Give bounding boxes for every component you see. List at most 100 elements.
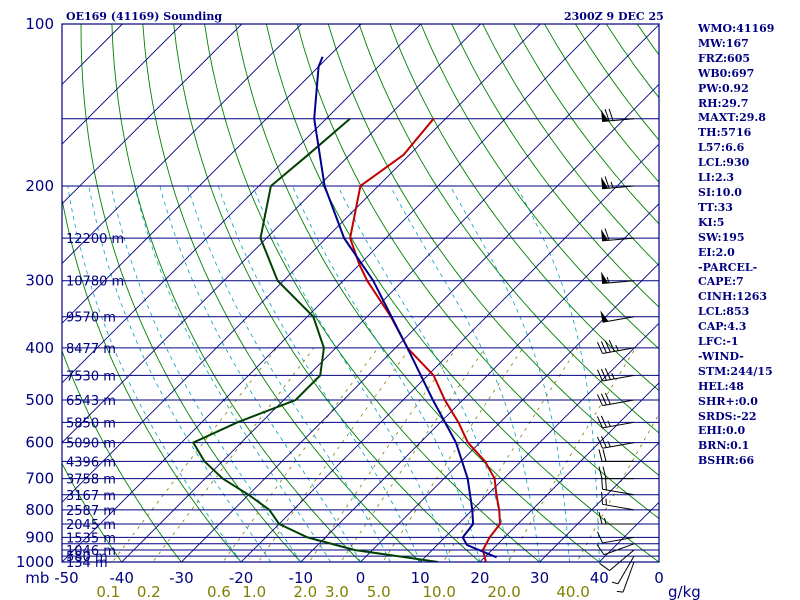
index-entry: L57:6.6 bbox=[698, 141, 745, 155]
dry-adiabat bbox=[62, 462, 123, 562]
barb-flag bbox=[596, 394, 603, 406]
temperature-line bbox=[349, 118, 502, 562]
height-label: 12200 m bbox=[66, 232, 124, 247]
barb-pennant bbox=[601, 176, 609, 189]
barb-staff bbox=[602, 488, 635, 496]
dry-adiabat bbox=[296, 24, 659, 520]
index-entry: LCL:853 bbox=[698, 305, 750, 319]
wind-barb bbox=[596, 531, 635, 544]
isotherm bbox=[479, 382, 659, 562]
barb-flag bbox=[596, 436, 603, 449]
barb-flag bbox=[602, 466, 607, 479]
index-entry: KI:5 bbox=[698, 215, 725, 229]
dry-adiabat bbox=[142, 24, 421, 562]
barb-staff bbox=[602, 536, 635, 544]
barb-staff bbox=[602, 503, 635, 511]
moist-adiabat bbox=[187, 185, 391, 562]
wind-barb bbox=[611, 555, 635, 585]
barb-half-flag bbox=[611, 581, 619, 585]
isotherm bbox=[62, 24, 303, 265]
index-entry: CAPE:7 bbox=[698, 275, 744, 289]
dry-adiabat bbox=[173, 24, 481, 562]
index-entry: CINH:1263 bbox=[698, 290, 768, 304]
barb-staff bbox=[602, 185, 635, 190]
index-entry: EHI:0.0 bbox=[698, 424, 746, 438]
plot-frame bbox=[61, 23, 660, 563]
dry-adiabat bbox=[265, 24, 659, 562]
isotherm bbox=[300, 203, 659, 562]
height-label: 5090 m bbox=[66, 437, 116, 452]
wind-barb bbox=[596, 339, 635, 354]
mixing-ratio-label: 0.6 bbox=[207, 583, 231, 600]
pressure-tick-label: 200 bbox=[25, 177, 54, 195]
barb-staff bbox=[617, 555, 635, 585]
barb-staff bbox=[602, 399, 635, 407]
index-entry: STM:244/15 bbox=[698, 364, 773, 378]
pressure-tick-label: 600 bbox=[25, 434, 54, 452]
barb-flag bbox=[608, 108, 614, 121]
wind-barb bbox=[596, 392, 635, 407]
barb-staff bbox=[602, 237, 635, 242]
temperature-tick-label: 0 bbox=[356, 569, 366, 587]
moist-adiabat bbox=[67, 185, 242, 562]
barb-half-flag bbox=[615, 344, 619, 351]
mixing-ratio-label: 1.0 bbox=[242, 583, 266, 600]
height-label: 134 m bbox=[66, 556, 108, 571]
barb-flag bbox=[604, 228, 610, 241]
barb-staff bbox=[609, 549, 635, 571]
barb-pennant bbox=[601, 228, 609, 241]
moist-adiabat bbox=[516, 185, 600, 562]
isotherm bbox=[538, 441, 659, 562]
wind-barb bbox=[598, 511, 634, 525]
height-label: 4396 m bbox=[66, 455, 116, 470]
dry-adiabat bbox=[80, 24, 302, 562]
wind-barb bbox=[596, 543, 635, 556]
index-entry: TH:5716 bbox=[698, 126, 752, 140]
height-label: 5850 m bbox=[66, 416, 116, 431]
barb-staff bbox=[602, 118, 635, 123]
index-entry: LFC:-1 bbox=[698, 335, 739, 349]
barb-flag bbox=[600, 368, 607, 381]
wind-barb bbox=[601, 176, 635, 190]
index-entry: SRDS:-22 bbox=[698, 409, 757, 423]
mixing-ratio-label: 5.0 bbox=[367, 583, 391, 600]
barb-flag bbox=[604, 340, 611, 353]
barb-flag bbox=[598, 511, 603, 525]
moist-adiabat bbox=[389, 185, 540, 562]
wind-barb bbox=[601, 491, 635, 511]
pressure-tick-label: 800 bbox=[25, 501, 54, 519]
index-entry: SHR+:0.0 bbox=[698, 394, 758, 408]
index-entry: BRN:0.1 bbox=[698, 439, 750, 453]
mixing-ratio-line bbox=[308, 347, 457, 562]
pressure-tick-label: 400 bbox=[25, 339, 54, 357]
barb-staff bbox=[602, 442, 635, 449]
barb-flag bbox=[596, 531, 603, 544]
temperature-tick-label: -40 bbox=[109, 569, 134, 587]
mixing-ratio-label: 0.1 bbox=[96, 583, 120, 600]
dry-adiabat bbox=[451, 24, 659, 308]
isotherm bbox=[62, 24, 422, 384]
barb-half-flag bbox=[611, 373, 615, 380]
pressure-tick-label: 100 bbox=[25, 15, 54, 33]
pressure-tick-label: 700 bbox=[25, 470, 54, 488]
barb-pennant bbox=[601, 109, 609, 122]
isotherm bbox=[180, 83, 659, 562]
barb-flag bbox=[596, 341, 603, 354]
height-label: 1535 m bbox=[66, 531, 116, 546]
index-entry: -PARCEL- bbox=[698, 260, 758, 274]
dry-adiabat bbox=[420, 24, 659, 350]
isotherm bbox=[359, 262, 659, 562]
moist-adiabat bbox=[449, 185, 570, 562]
mixing-ratio-label: 0.2 bbox=[137, 583, 161, 600]
height-label: 7530 m bbox=[66, 369, 116, 384]
barb-flag bbox=[598, 449, 603, 462]
height-label: 3167 m bbox=[66, 489, 116, 504]
barb-flag bbox=[600, 415, 607, 428]
barb-flag bbox=[604, 392, 611, 405]
index-entry: FRZ:605 bbox=[698, 51, 751, 65]
barb-staff bbox=[602, 374, 635, 382]
mixing-ratio-line bbox=[222, 347, 379, 562]
temperature-tick-label: -20 bbox=[229, 569, 254, 587]
moist-adiabat bbox=[110, 185, 302, 562]
barb-half-flag bbox=[607, 440, 611, 448]
